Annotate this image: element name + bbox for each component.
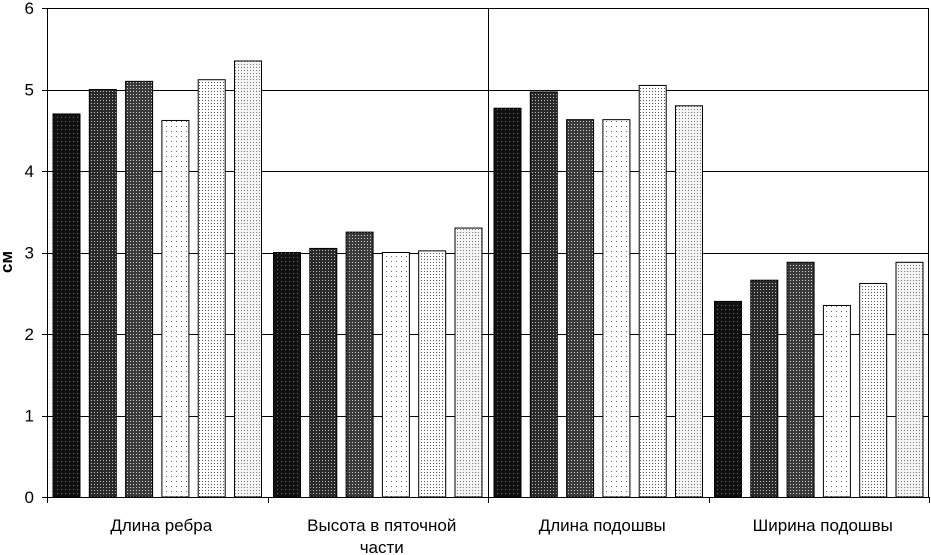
category-label: Длина подошвы [539,516,666,535]
bars [52,60,924,498]
bar [273,252,301,498]
category-label: части [360,538,404,555]
category-label: Ширина подошвы [753,516,893,535]
bar [493,107,522,498]
x-category-labels: Длина ребра Высота в пяточной части Длина п… [110,516,893,555]
bar [88,89,117,498]
bar [52,113,81,498]
bar [822,304,851,498]
axes [42,8,930,503]
y-tick-labels: 0 1 2 3 4 5 6 [25,0,34,507]
bar [786,261,815,498]
bar [161,119,190,498]
category-label: Высота в пяточной [307,516,456,535]
bar [454,227,483,498]
bar [895,261,924,498]
y-axis-label: см [0,251,16,273]
bar [529,91,558,498]
bar [234,60,262,498]
bar [638,84,667,498]
y-tick-label: 1 [25,407,34,426]
bar [602,119,631,498]
y-tick-label: 4 [25,162,34,181]
y-tick-label: 6 [25,0,34,18]
y-tick-label: 3 [25,244,34,263]
bar [714,300,742,498]
y-tick-label: 0 [25,488,34,507]
bar [381,252,410,498]
bar [675,105,703,498]
bar [125,80,154,498]
bar [750,279,779,498]
bar [309,247,338,498]
bar [566,119,595,498]
y-tick-label: 5 [25,81,34,100]
category-label: Длина ребра [110,516,212,535]
y-tick-label: 2 [25,325,34,344]
bar [197,79,226,498]
bar [345,231,374,498]
bar [418,250,447,498]
bar [859,282,888,498]
